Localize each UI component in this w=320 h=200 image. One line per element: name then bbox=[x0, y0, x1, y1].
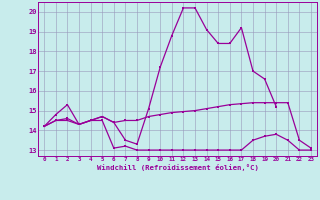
X-axis label: Windchill (Refroidissement éolien,°C): Windchill (Refroidissement éolien,°C) bbox=[97, 164, 259, 171]
